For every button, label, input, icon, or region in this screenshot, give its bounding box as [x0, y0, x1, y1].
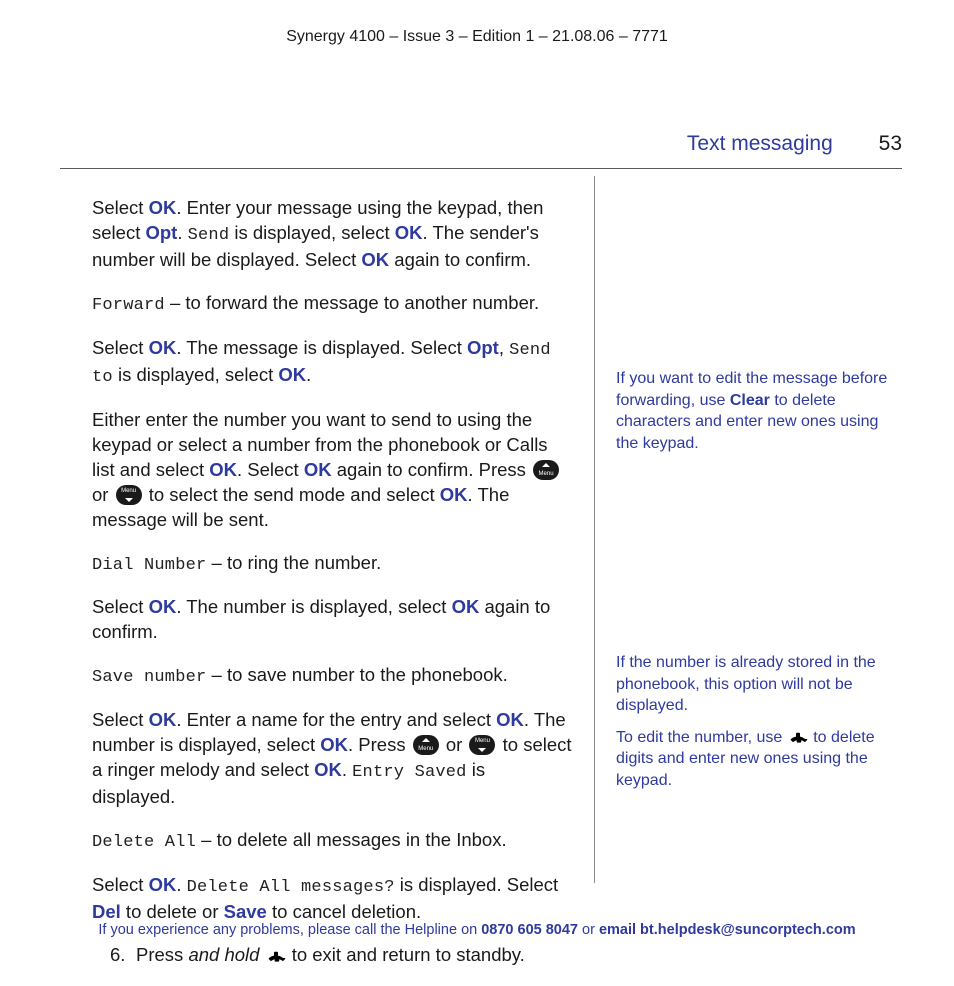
para-dial-step: Select OK. The number is displayed, sele…	[92, 595, 572, 645]
delete-all-q-cmd: Delete All messages?	[187, 878, 395, 897]
para-savenum-head: Save number – to save number to the phon…	[92, 663, 572, 690]
para-savenum-step: Select OK. Enter a name for the entry an…	[92, 708, 572, 810]
section-title: Text messaging	[687, 132, 833, 155]
doc-header: Synergy 4100 – Issue 3 – Edition 1 – 21.…	[0, 0, 954, 48]
ok-label: OK	[149, 197, 177, 218]
para-dial-head: Dial Number – to ring the number.	[92, 551, 572, 578]
save-number-cmd: Save number	[92, 668, 206, 687]
para-deleteall-step: Select OK. Delete All messages? is displ…	[92, 873, 572, 925]
para-forward-step2: Either enter the number you want to send…	[92, 408, 572, 533]
del-label: Del	[92, 901, 121, 922]
press-and-hold: and hold	[188, 944, 259, 965]
column-divider	[594, 176, 595, 883]
header-rule	[60, 168, 902, 169]
para-deleteall-head: Delete All – to delete all messages in t…	[92, 828, 572, 855]
side-note-2: If the number is already stored in the p…	[616, 652, 898, 802]
dial-number-cmd: Dial Number	[92, 556, 206, 575]
running-head: Text messaging 53	[60, 130, 902, 158]
help-footer: If you experience any problems, please c…	[0, 921, 954, 941]
menu-down-icon	[116, 485, 142, 505]
menu-up-icon	[413, 735, 439, 755]
step-6: 6.Press and hold to exit and return to s…	[92, 943, 572, 968]
end-call-icon	[266, 946, 286, 964]
delete-all-cmd: Delete All	[92, 833, 196, 852]
save-label: Save	[224, 901, 267, 922]
menu-up-icon	[533, 460, 559, 480]
para-reply: Select OK. Enter your message using the …	[92, 196, 572, 273]
send-cmd: Send	[188, 226, 230, 245]
step-number: 6.	[110, 943, 136, 968]
side-note-1: If you want to edit the message before f…	[616, 368, 898, 464]
opt-label: Opt	[145, 222, 177, 243]
para-forward-head: Forward – to forward the message to anot…	[92, 291, 572, 318]
helpline-email: email bt.helpdesk@suncorptech.com	[599, 922, 856, 938]
page-number: 53	[879, 132, 902, 155]
entry-saved-cmd: Entry Saved	[352, 763, 466, 782]
forward-cmd: Forward	[92, 296, 165, 315]
para-forward-step1: Select OK. The message is displayed. Sel…	[92, 336, 572, 390]
menu-down-icon	[469, 735, 495, 755]
body-column: Select OK. Enter your message using the …	[92, 196, 572, 986]
clear-label: Clear	[730, 392, 770, 409]
end-call-icon	[788, 727, 808, 745]
helpline-number: 0870 605 8047	[481, 922, 578, 938]
